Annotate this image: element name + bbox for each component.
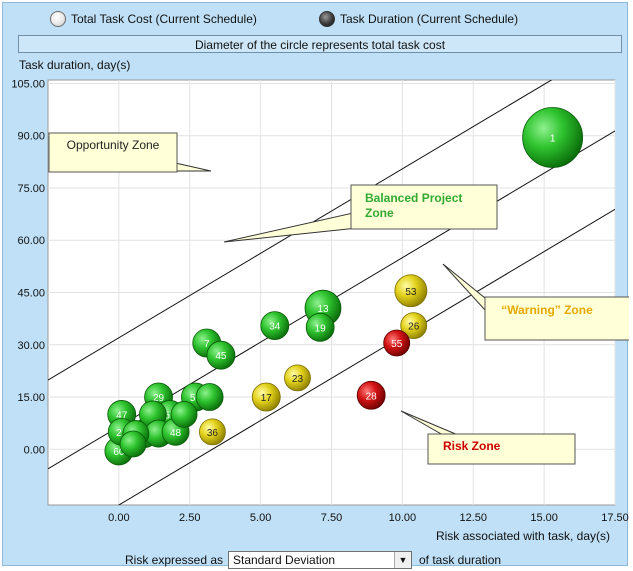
task-bubble[interactable] [119, 430, 147, 458]
x-tick-label: 17.50 [601, 512, 629, 524]
y-tick-label: 75.00 [17, 183, 45, 195]
task-bubble-label: 19 [315, 323, 327, 334]
option-task-duration[interactable]: Task Duration (Current Schedule) [319, 10, 518, 28]
task-bubble-label: 29 [153, 393, 165, 404]
task-bubble-label: 34 [269, 322, 281, 333]
task-bubble-label: 48 [170, 428, 182, 439]
option-total-task-cost-label: Total Task Cost (Current Schedule) [71, 12, 257, 26]
task-bubble-label: 36 [207, 428, 219, 439]
risk-footer: Risk expressed as Standard Deviation ▼ o… [3, 551, 629, 571]
chart-caption: Diameter of the circle represents total … [18, 35, 622, 53]
bubble-chart: 1135328171934745295647575960214826552336… [11, 78, 629, 543]
x-tick-label: 15.00 [530, 512, 558, 524]
task-bubble-label: 47 [116, 410, 128, 421]
callout-box-balanced [350, 184, 498, 230]
task-bubble-label: 56 [190, 393, 202, 404]
task-bubble-label: 23 [292, 374, 304, 385]
zone-label-opportunity: Opportunity Zone [67, 138, 160, 152]
y-tick-label: 90.00 [17, 131, 45, 143]
task-bubble-label: 21 [116, 428, 128, 439]
x-axis-title: Risk associated with task, day(s) [436, 529, 610, 543]
task-bubble-label: 1 [550, 133, 556, 144]
task-bubble[interactable] [170, 401, 198, 428]
y-tick-label: 0.00 [24, 444, 45, 456]
task-bubble[interactable] [284, 364, 311, 392]
x-tick-label: 7.50 [321, 512, 342, 524]
zone-boundary-line-1 [48, 80, 553, 381]
task-bubble[interactable] [199, 418, 226, 446]
risk-measure-value: Standard Deviation [233, 553, 336, 567]
risk-measure-select[interactable]: Standard Deviation ▼ [228, 551, 412, 569]
task-bubble-label: 26 [408, 322, 420, 333]
x-tick-label: 0.00 [108, 512, 129, 524]
task-bubble[interactable] [251, 382, 281, 412]
y-axis-ticks: 0.00 15.00 30.00 45.00 60.00 75.00 90.00 105.00 [11, 78, 45, 456]
task-bubble[interactable] [260, 311, 290, 340]
callout-box-warning [484, 296, 629, 341]
y-tick-label: 60.00 [17, 235, 45, 247]
task-bubble[interactable] [394, 274, 428, 308]
zone-callouts: Opportunity Zone Balanced Project Zone “W… [48, 132, 629, 465]
task-bubble-label: 60 [113, 447, 125, 458]
y-tick-label: 105.00 [11, 78, 45, 90]
zone-boundary-line-3 [117, 208, 615, 505]
task-bubble[interactable] [356, 380, 386, 410]
task-bubble-label: 28 [366, 391, 378, 402]
task-bubble-label: 57 [164, 410, 176, 421]
x-tick-label: 12.50 [459, 512, 487, 524]
callout-box-risk [427, 433, 576, 465]
y-tick-label: 15.00 [17, 392, 45, 404]
y-tick-label: 30.00 [17, 340, 45, 352]
y-axis-title: Task duration, day(s) [19, 58, 131, 72]
option-total-task-cost[interactable]: Total Task Cost (Current Schedule) [50, 10, 257, 28]
task-bubble-label: 53 [405, 287, 417, 298]
radio-total-task-cost[interactable] [50, 11, 66, 27]
bubble-layer: 1135328171934745295647575960214826552336 [104, 107, 584, 466]
zone-label-balanced: Balanced Project Zone [365, 191, 462, 220]
risk-suffix-label: of task duration [419, 553, 502, 567]
task-bubble[interactable] [400, 312, 428, 339]
task-bubble-label: 13 [317, 304, 329, 315]
y-tick-label: 45.00 [17, 288, 45, 300]
x-tick-label: 2.50 [179, 512, 200, 524]
task-bubble[interactable] [195, 383, 224, 411]
task-bubble-label: 55 [391, 339, 403, 350]
task-bubble[interactable] [305, 312, 335, 342]
zone-label-risk: Risk Zone [443, 439, 501, 453]
zone-label-balanced-line2: Zone [365, 206, 394, 220]
task-bubble-label: 7 [204, 339, 210, 350]
zone-label-balanced-text: Balanced Project [365, 191, 462, 205]
option-task-duration-label: Task Duration (Current Schedule) [340, 12, 519, 26]
zone-label-warning: “Warning” Zone [501, 303, 593, 317]
task-bubble[interactable] [206, 340, 236, 370]
chevron-down-icon[interactable]: ▼ [394, 552, 411, 568]
task-bubble[interactable] [522, 107, 584, 168]
task-bubble-label: 45 [215, 351, 227, 362]
x-tick-label: 10.00 [389, 512, 417, 524]
x-tick-label: 5.00 [250, 512, 271, 524]
x-axis-ticks: 0.00 2.50 5.00 7.50 10.00 12.50 15.00 17.50 [108, 512, 629, 524]
task-bubble-label: 17 [261, 393, 273, 404]
callout-box-opportunity [48, 132, 178, 173]
task-bubble[interactable] [383, 329, 411, 357]
risk-expressed-label: Risk expressed as [125, 553, 224, 567]
radio-task-duration[interactable] [319, 11, 335, 27]
